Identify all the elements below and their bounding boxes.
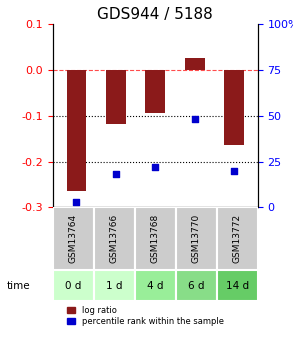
Point	[74, 199, 79, 205]
Text: 6 d: 6 d	[188, 281, 205, 291]
Point	[153, 164, 158, 170]
Title: GDS944 / 5188: GDS944 / 5188	[97, 7, 213, 22]
Text: GSM13768: GSM13768	[151, 214, 160, 263]
Bar	[185, 59, 205, 70]
Text: 0 d: 0 d	[65, 281, 81, 291]
FancyBboxPatch shape	[176, 270, 217, 302]
FancyBboxPatch shape	[94, 207, 135, 270]
Point	[113, 171, 118, 177]
FancyBboxPatch shape	[53, 270, 94, 302]
Text: GSM13772: GSM13772	[233, 214, 242, 263]
Text: time: time	[6, 281, 30, 291]
Text: 14 d: 14 d	[226, 281, 249, 291]
Text: 1 d: 1 d	[106, 281, 122, 291]
Bar	[224, 70, 244, 146]
Text: GSM13764: GSM13764	[69, 214, 78, 263]
FancyBboxPatch shape	[217, 270, 258, 302]
Point	[232, 168, 236, 174]
FancyBboxPatch shape	[135, 270, 176, 302]
FancyBboxPatch shape	[217, 207, 258, 270]
FancyBboxPatch shape	[176, 207, 217, 270]
FancyBboxPatch shape	[53, 207, 94, 270]
Text: 4 d: 4 d	[147, 281, 163, 291]
Bar	[106, 70, 126, 124]
Text: GSM13770: GSM13770	[192, 214, 201, 263]
FancyBboxPatch shape	[94, 270, 135, 302]
Legend: log ratio, percentile rank within the sample: log ratio, percentile rank within the sa…	[67, 306, 224, 326]
Point	[193, 117, 197, 122]
Text: GSM13766: GSM13766	[110, 214, 119, 263]
Bar	[67, 70, 86, 191]
Bar	[145, 70, 165, 114]
FancyBboxPatch shape	[135, 207, 176, 270]
